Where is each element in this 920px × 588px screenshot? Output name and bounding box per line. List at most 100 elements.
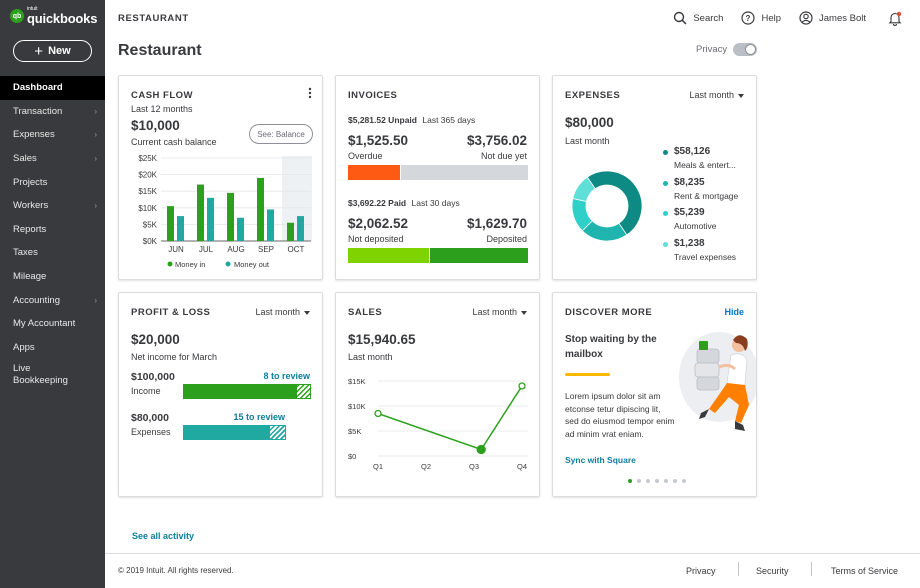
discover-more-card: DISCOVER MORE Hide Stop waiting by the m…: [552, 292, 757, 497]
sidebar-item-label: Apps: [13, 341, 35, 353]
unpaid-amount: $5,281.52 Unpaid: [348, 115, 417, 125]
sidebar-item-taxes[interactable]: Taxes: [0, 241, 105, 265]
expense-legend-item[interactable]: $1,238 Travel expenses: [663, 238, 758, 269]
money-in-bar[interactable]: [227, 192, 234, 241]
not-deposited-segment[interactable]: [348, 248, 429, 263]
quickbooks-logo[interactable]: qb intuit quickbooks: [10, 7, 97, 25]
data-point[interactable]: [518, 382, 526, 390]
legend-dot: [663, 150, 668, 155]
donut-slice[interactable]: [586, 170, 643, 236]
new-button[interactable]: + New: [13, 40, 92, 62]
chevron-right-icon: ›: [94, 130, 97, 140]
not-due-segment[interactable]: [401, 165, 528, 180]
data-point[interactable]: [374, 409, 382, 418]
sidebar-item-live-bookkeeping[interactable]: Live Bookkeeping: [0, 359, 105, 389]
carousel-dot[interactable]: [637, 479, 641, 483]
money-in-bar[interactable]: [167, 206, 174, 241]
sidebar-item-apps[interactable]: Apps: [0, 336, 105, 360]
income-label: Income: [131, 386, 161, 396]
money-in-bar[interactable]: [257, 177, 264, 241]
income-bar[interactable]: [183, 384, 311, 399]
caret-down-icon: [304, 310, 310, 315]
sidebar-item-my-accountant[interactable]: My Accountant: [0, 312, 105, 336]
privacy-control: Privacy: [696, 43, 758, 56]
y-tick-label: $0: [348, 452, 356, 461]
carousel-dot[interactable]: [655, 479, 659, 483]
carousel-dot[interactable]: [628, 479, 632, 483]
see-balance-button[interactable]: See: Balance: [249, 124, 313, 144]
carousel-dot[interactable]: [682, 479, 686, 483]
y-tick-label: $15K: [348, 377, 366, 386]
carousel-dot[interactable]: [673, 479, 677, 483]
money-in-bar[interactable]: [197, 184, 204, 241]
x-tick-label: SEP: [258, 245, 274, 254]
sidebar-item-mileage[interactable]: Mileage: [0, 265, 105, 289]
money-out-bar[interactable]: [237, 217, 244, 241]
more-options-button[interactable]: [308, 87, 312, 102]
sidebar-item-accounting[interactable]: Accounting ›: [0, 288, 105, 312]
privacy-toggle[interactable]: [733, 43, 758, 56]
see-all-activity-link[interactable]: See all activity: [132, 531, 195, 541]
footer-terms-link[interactable]: Terms of Service: [831, 566, 899, 576]
sidebar-item-sales[interactable]: Sales ›: [0, 147, 105, 171]
expenses-period-dropdown[interactable]: Last month: [689, 90, 744, 100]
expense-category: Travel expenses: [674, 251, 737, 262]
deposited-segment[interactable]: [430, 248, 528, 263]
donut-slice[interactable]: [572, 176, 596, 202]
chevron-right-icon: ›: [94, 201, 97, 211]
sidebar-item-transaction[interactable]: Transaction ›: [0, 100, 105, 124]
income-review-link[interactable]: 8 to review: [263, 371, 310, 381]
carousel-dot[interactable]: [646, 479, 650, 483]
help-button[interactable]: ? Help: [741, 11, 781, 25]
hide-link[interactable]: Hide: [724, 307, 744, 317]
expenses-review-link[interactable]: 15 to review: [233, 412, 285, 422]
overdue-segment[interactable]: [348, 165, 401, 180]
footer-privacy-link[interactable]: Privacy: [686, 566, 716, 576]
money-out-bar[interactable]: [267, 209, 274, 241]
sidebar-item-workers[interactable]: Workers ›: [0, 194, 105, 218]
footer-divider: [105, 553, 920, 554]
expense-amount: $8,235: [674, 176, 705, 188]
profit-loss-period-dropdown[interactable]: Last month: [255, 307, 310, 317]
privacy-label: Privacy: [696, 44, 728, 55]
x-tick-label: Q2: [421, 462, 431, 471]
user-menu[interactable]: James Bolt: [799, 11, 866, 25]
sales-amount: $15,940.65: [348, 332, 416, 347]
expense-legend-item[interactable]: $5,239 Automotive: [663, 207, 758, 238]
unpaid-bar[interactable]: [348, 165, 528, 180]
expenses-title: EXPENSES: [565, 90, 621, 101]
cash-flow-title: CASH FLOW: [131, 90, 194, 101]
search-button[interactable]: Search: [673, 11, 723, 25]
bell-icon: [888, 11, 902, 26]
data-point[interactable]: [476, 444, 486, 455]
sidebar-item-projects[interactable]: Projects: [0, 170, 105, 194]
x-tick-label: Q4: [517, 462, 527, 471]
expense-legend-item[interactable]: $8,235 Rent & mortgage: [663, 177, 758, 208]
expense-legend-item[interactable]: $58,126 Meals & entert...: [663, 146, 758, 177]
expenses-donut-chart: [571, 170, 643, 242]
sidebar-item-dashboard[interactable]: Dashboard: [0, 76, 105, 100]
money-out-bar[interactable]: [207, 197, 214, 241]
money-out-bar[interactable]: [297, 216, 304, 241]
money-out-bar[interactable]: [177, 216, 184, 241]
cash-flow-amount: $10,000: [131, 118, 180, 133]
expenses-bar[interactable]: [183, 425, 286, 440]
sidebar-item-expenses[interactable]: Expenses ›: [0, 123, 105, 147]
help-icon: ?: [741, 11, 756, 25]
sidebar-item-reports[interactable]: Reports: [0, 218, 105, 242]
money-in-bar[interactable]: [287, 222, 294, 241]
sync-square-link[interactable]: Sync with Square: [565, 455, 636, 465]
sales-caption: Last month: [348, 352, 393, 362]
y-tick-label: $20K: [138, 171, 157, 180]
expenses-dropdown-label: Last month: [689, 90, 734, 100]
paid-bar[interactable]: [348, 248, 528, 263]
sales-line: [377, 385, 523, 451]
sales-period-dropdown[interactable]: Last month: [472, 307, 527, 317]
footer-security-link[interactable]: Security: [756, 566, 789, 576]
carousel-dot[interactable]: [664, 479, 668, 483]
person-carrying-boxes-illustration: [679, 332, 756, 431]
notifications-button[interactable]: [888, 11, 908, 26]
bar-fill: [184, 426, 270, 439]
y-tick-label: $5K: [143, 220, 158, 229]
expenses-card: EXPENSES Last month $80,000 Last month $…: [552, 75, 757, 280]
